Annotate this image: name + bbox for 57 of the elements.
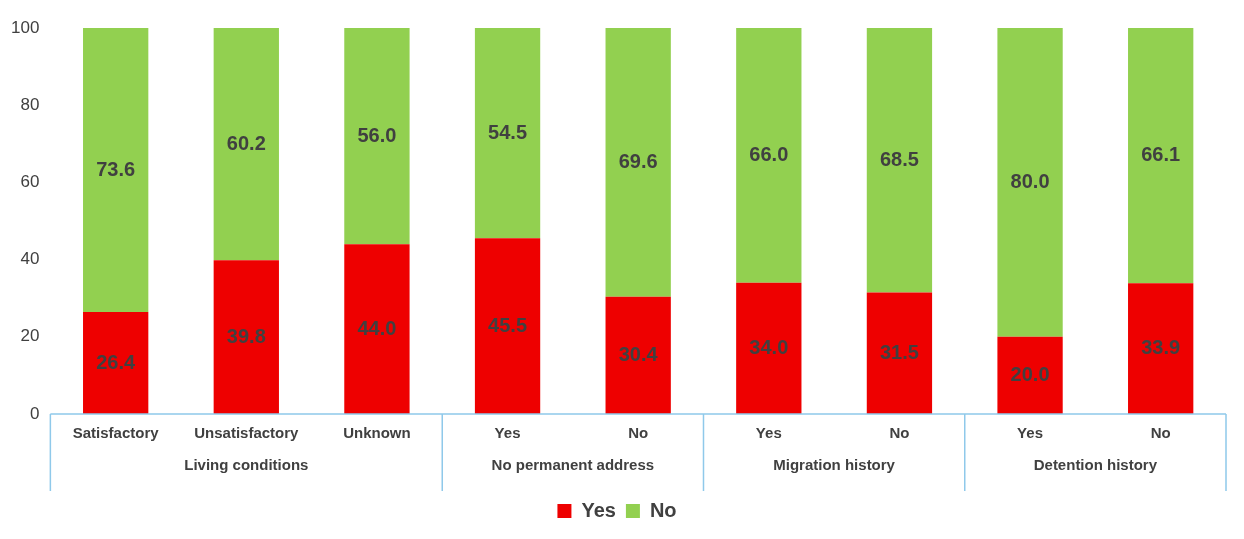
data-label: 68.5 xyxy=(879,147,919,170)
bar xyxy=(344,28,410,245)
bar xyxy=(605,28,671,297)
text: No permanent address xyxy=(491,456,655,474)
text: Detention history xyxy=(1033,456,1158,474)
data-label: 44.0 xyxy=(357,316,397,339)
x-tick-label: No xyxy=(889,424,910,442)
x-tick-label: Yes xyxy=(494,424,521,442)
x-tick-label: Unknown xyxy=(343,424,411,442)
y-tick-label: 40 xyxy=(20,249,40,269)
text: Living conditions xyxy=(184,456,309,474)
bar xyxy=(736,282,802,414)
data-label: 66.0 xyxy=(749,142,789,165)
data-label: 60.2 xyxy=(226,131,266,154)
bar xyxy=(736,28,802,283)
bar xyxy=(213,260,279,414)
data-label: 26.4 xyxy=(96,350,137,373)
legend-label: No xyxy=(649,498,677,521)
data-label: 66.1 xyxy=(1141,143,1181,166)
text: Migration history xyxy=(773,456,896,474)
bar xyxy=(1128,283,1194,414)
data-label: 31.5 xyxy=(879,340,919,363)
bar xyxy=(83,312,149,414)
data-label: 20.0 xyxy=(1010,362,1050,385)
bar xyxy=(866,292,933,414)
bar xyxy=(474,28,541,239)
y-tick-label: 100 xyxy=(10,17,40,37)
bar xyxy=(866,28,933,293)
x-tick-label: No xyxy=(1150,424,1171,442)
bar xyxy=(1128,28,1194,284)
y-tick-label: 20 xyxy=(20,326,40,346)
bar xyxy=(213,28,279,261)
data-label: 54.5 xyxy=(488,120,528,143)
data-label: 33.9 xyxy=(1141,336,1181,359)
data-label: 45.5 xyxy=(488,313,528,336)
bar xyxy=(474,238,541,414)
bar xyxy=(605,296,671,414)
x-tick-label: Yes xyxy=(755,424,782,442)
legend-label: Yes xyxy=(581,498,616,521)
x-tick-label: No xyxy=(628,424,649,442)
y-tick-label: 0 xyxy=(29,403,40,423)
bar xyxy=(83,28,149,313)
x-tick-label: Yes xyxy=(1017,424,1043,442)
data-label: 34.0 xyxy=(749,335,789,358)
data-label: 39.8 xyxy=(226,324,266,347)
data-label: 73.6 xyxy=(96,157,136,180)
data-label: 30.4 xyxy=(618,342,659,365)
bar xyxy=(997,336,1063,414)
data-label: 80.0 xyxy=(1010,169,1050,192)
data-label: 56.0 xyxy=(357,123,397,146)
x-tick-label: Satisfactory xyxy=(72,424,160,442)
bar xyxy=(344,244,410,414)
y-tick-label: 80 xyxy=(20,94,40,114)
bar xyxy=(997,28,1063,337)
data-label: 69.6 xyxy=(618,149,658,172)
y-tick-label: 60 xyxy=(20,172,40,192)
x-tick-label: Unsatisfactory xyxy=(194,424,300,442)
